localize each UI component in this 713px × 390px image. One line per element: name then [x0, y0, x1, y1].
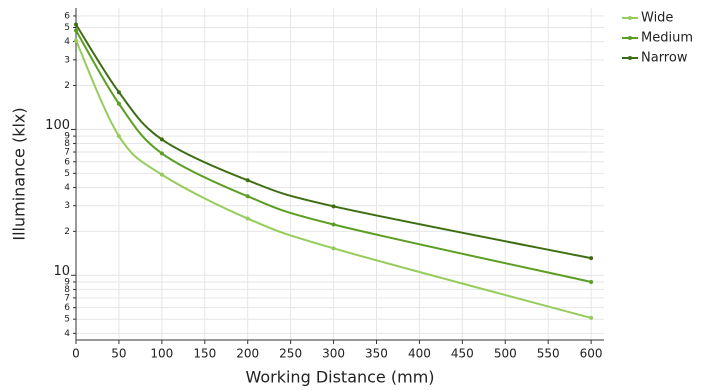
y-tick-label: 6: [64, 303, 70, 313]
y-tick-label: 8: [64, 285, 70, 295]
x-tick-label: 450: [451, 347, 474, 361]
point: [589, 279, 594, 284]
x-tick-label: 550: [537, 347, 560, 361]
point: [116, 90, 121, 95]
point: [331, 222, 336, 227]
x-tick-label: 250: [279, 347, 302, 361]
point: [159, 172, 164, 177]
y-tick-label: 2: [64, 227, 70, 237]
y-tick-label: 5: [64, 169, 70, 179]
y-tick-label: 100: [45, 118, 70, 133]
y-tick-label: 5: [64, 315, 70, 325]
point: [74, 22, 78, 27]
y-tick-label: 9: [64, 132, 70, 142]
x-axis-label: Working Distance (mm): [245, 368, 434, 387]
point: [116, 134, 121, 139]
x-tick-label: 500: [494, 347, 517, 361]
point: [245, 178, 250, 183]
y-tick-label: 8: [64, 139, 70, 149]
series-line: [75, 40, 592, 319]
x-tick-label: 600: [580, 347, 603, 361]
y-tick-label: 9: [64, 277, 70, 287]
y-tick-label: 2: [64, 81, 70, 91]
legend-marker: [628, 36, 632, 40]
x-tick-label: 150: [193, 347, 216, 361]
y-tick-label: 10: [53, 264, 70, 279]
y-tick-label: 4: [64, 329, 70, 339]
legend-label: Narrow: [641, 51, 688, 66]
y-tick-label: 4: [64, 37, 70, 47]
y-tick-label: 5: [64, 23, 70, 33]
point: [589, 315, 594, 320]
y-tick-label: 3: [64, 201, 70, 211]
y-tick-label: 7: [64, 293, 70, 303]
legend-marker: [628, 56, 632, 60]
point: [159, 151, 164, 156]
point: [331, 246, 336, 251]
point: [116, 101, 121, 106]
legend-marker: [628, 16, 632, 20]
point: [331, 204, 336, 209]
legend-label: Medium: [641, 31, 693, 46]
x-tick-label: 300: [322, 347, 345, 361]
y-tick-label: 6: [64, 11, 70, 21]
x-tick-label: 0: [72, 347, 80, 361]
point: [159, 137, 164, 142]
point: [74, 28, 78, 33]
point: [589, 256, 594, 261]
point: [74, 38, 78, 43]
y-tick-label: 3: [64, 55, 70, 65]
point: [245, 194, 250, 199]
x-tick-label: 100: [150, 347, 173, 361]
x-tick-label: 50: [111, 347, 126, 361]
point: [245, 216, 250, 221]
x-tick-label: 350: [365, 347, 388, 361]
y-tick-label: 4: [64, 183, 70, 193]
y-tick-label: 7: [64, 148, 70, 158]
x-tick-label: 400: [408, 347, 431, 361]
x-tick-label: 200: [236, 347, 259, 361]
y-tick-label: 6: [64, 157, 70, 167]
y-axis-label: Illuminance (klx): [10, 107, 29, 240]
legend-label: Wide: [641, 11, 673, 26]
